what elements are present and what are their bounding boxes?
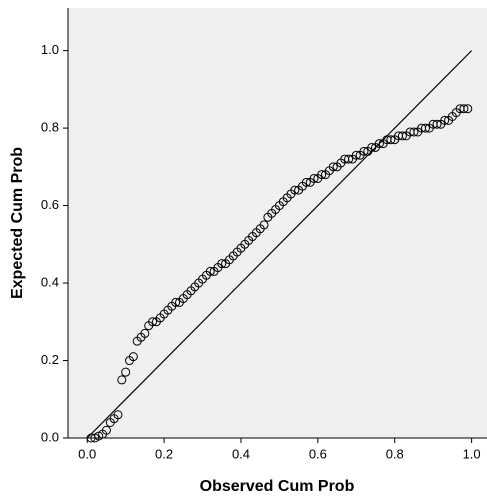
y-tick-label: 0.0 [41, 429, 59, 444]
point [351, 150, 361, 160]
point [128, 352, 138, 362]
point [117, 375, 127, 385]
x-tick-label: 0.4 [232, 446, 250, 461]
plot-area [68, 8, 487, 438]
point [374, 139, 384, 149]
y-tick-label: 1.0 [41, 42, 59, 57]
y-tick-label: 0.2 [41, 352, 59, 367]
point [367, 142, 377, 152]
point [171, 297, 181, 307]
y-tick-label: 0.4 [41, 274, 59, 289]
y-tick-label: 0.8 [41, 120, 59, 135]
x-tick-label: 0.8 [386, 446, 404, 461]
point [420, 123, 430, 133]
x-tick-label: 0.2 [155, 446, 173, 461]
point [217, 259, 227, 269]
point [309, 173, 319, 183]
x-tick-label: 1.0 [463, 446, 481, 461]
point [148, 317, 158, 327]
point [432, 119, 442, 129]
point [463, 104, 473, 114]
point [317, 170, 327, 180]
point [205, 266, 215, 276]
x-tick-label: 0.6 [309, 446, 327, 461]
point [121, 367, 131, 377]
point [259, 220, 269, 230]
point [459, 104, 469, 114]
point [301, 177, 311, 187]
point [290, 185, 300, 195]
point [328, 162, 338, 172]
point [409, 127, 419, 137]
point [440, 115, 450, 125]
reference-line [86, 50, 473, 439]
point [344, 154, 354, 164]
point [386, 135, 396, 145]
y-axis-label: Expected Cum Prob [9, 147, 26, 299]
x-axis-label: Observed Cum Prob [200, 478, 355, 495]
point [397, 131, 407, 141]
x-tick-label: 0.0 [78, 446, 96, 461]
point [140, 328, 150, 338]
point [359, 146, 369, 156]
y-tick-label: 0.6 [41, 197, 59, 212]
point [101, 425, 111, 435]
point [113, 410, 123, 420]
